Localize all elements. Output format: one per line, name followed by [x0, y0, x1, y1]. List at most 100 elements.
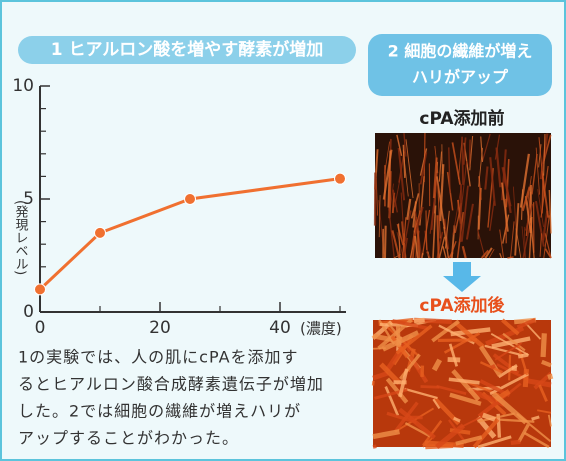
- fiber: [402, 149, 409, 197]
- fiber: [397, 147, 406, 201]
- fiber: [438, 151, 443, 182]
- fiber: [540, 166, 549, 218]
- fiber: [535, 147, 540, 195]
- fiber: [398, 223, 401, 259]
- fiber: [455, 435, 483, 446]
- fiber: [403, 133, 407, 157]
- fiber: [524, 196, 532, 233]
- fiber: [544, 232, 552, 259]
- fiber: [372, 370, 389, 381]
- data-point: [334, 172, 346, 185]
- fiber: [432, 398, 441, 410]
- fiber: [437, 338, 477, 343]
- data-point: [184, 193, 196, 205]
- fiber: [461, 185, 469, 242]
- fiber: [495, 147, 502, 188]
- fiber: [499, 229, 504, 259]
- caption: アップすることがわかった。: [18, 429, 239, 448]
- fiber: [438, 236, 446, 259]
- fiber: [508, 354, 512, 381]
- fiber: [404, 422, 431, 438]
- fiber: [398, 368, 409, 398]
- caption: した。2では細胞の繊維が増えハリが: [18, 402, 301, 421]
- fiber: [443, 218, 450, 250]
- fiber: [491, 391, 528, 425]
- fiber: [484, 344, 524, 357]
- fiber: [431, 358, 443, 372]
- y-tick-label: 5: [23, 189, 34, 209]
- fiber: [523, 226, 526, 259]
- caption: るとヒアルロン酸合成酵素遺伝子が増加: [18, 375, 324, 394]
- fiber: [388, 208, 395, 259]
- x-axis-label: (濃度): [300, 320, 342, 338]
- fiber: [420, 385, 440, 389]
- fiber: [521, 186, 531, 212]
- panel-title: ハリがアップ: [412, 68, 509, 87]
- fiber: [413, 206, 424, 237]
- header-pill: [368, 34, 552, 96]
- caption: 1の実験では、人の肌にcPAを添加す: [18, 348, 299, 367]
- fiber: [448, 147, 451, 194]
- fiber: [481, 412, 496, 422]
- fiber: [499, 418, 535, 423]
- fiber: [501, 182, 509, 232]
- fiber: [515, 228, 522, 259]
- fiber: [450, 327, 491, 337]
- fiber: [401, 217, 407, 259]
- fiber: [452, 190, 462, 236]
- fiber: [537, 409, 552, 414]
- fiber: [436, 215, 440, 259]
- fiber: [494, 342, 522, 361]
- fiber: [385, 377, 409, 404]
- fiber: [383, 225, 387, 259]
- fiber: [457, 139, 463, 180]
- fiber: [510, 221, 515, 259]
- fiber: [404, 210, 412, 244]
- after-label: cPA添加後: [419, 295, 505, 316]
- data-point: [34, 283, 46, 296]
- fiber: [477, 229, 486, 259]
- fiber: [410, 193, 420, 219]
- fiber: [480, 136, 484, 163]
- fiber: [505, 159, 510, 208]
- fiber: [425, 210, 428, 250]
- fiber: [453, 416, 461, 423]
- fiber: [507, 256, 514, 259]
- fiber: [539, 233, 543, 257]
- fiber: [490, 364, 496, 370]
- fiber: [400, 192, 405, 234]
- fiber: [521, 226, 526, 259]
- fiber: [421, 252, 424, 259]
- fiber: [395, 324, 433, 355]
- fiber: [542, 210, 549, 241]
- fiber: [459, 413, 487, 429]
- fiber: [372, 444, 377, 449]
- fiber: [396, 134, 403, 157]
- x-tick-label: 20: [149, 318, 171, 338]
- fiber: [514, 203, 520, 256]
- down-arrow: [443, 262, 481, 292]
- fiber: [517, 352, 529, 359]
- x-tick-label: 40: [269, 318, 291, 338]
- fiber: [540, 333, 547, 358]
- fiber: [468, 139, 471, 166]
- fiber: [489, 157, 496, 206]
- panel-title: 2 細胞の繊維が増え: [388, 42, 533, 61]
- fiber: [491, 336, 531, 349]
- fiber: [480, 249, 490, 259]
- y-tick-label: 0: [23, 302, 34, 322]
- fiber: [413, 317, 425, 324]
- fiber: [392, 319, 429, 331]
- fiber: [449, 240, 457, 259]
- fiber: [519, 153, 530, 208]
- fiber: [451, 369, 481, 402]
- fiber: [531, 153, 538, 195]
- fiber: [371, 380, 375, 386]
- fiber: [523, 431, 550, 449]
- fiber: [461, 136, 464, 185]
- fiber: [442, 246, 447, 259]
- fiber: [543, 133, 546, 176]
- data-line: [38, 177, 341, 291]
- fiber: [462, 137, 467, 165]
- fiber: [538, 384, 548, 402]
